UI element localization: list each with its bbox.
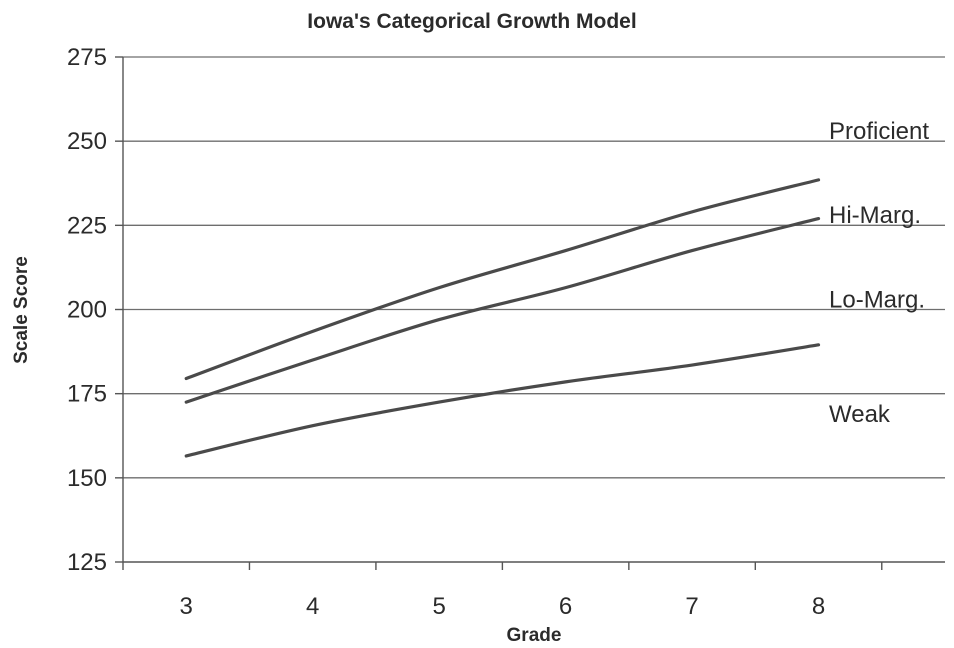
band-label: Proficient [829, 118, 929, 145]
band-label: Hi-Marg. [829, 202, 921, 229]
band-label: Weak [829, 401, 891, 428]
x-axis-title: Grade [507, 625, 562, 646]
x-tick-label: 6 [559, 593, 572, 620]
y-tick-label: 225 [67, 212, 107, 239]
y-tick-label: 275 [67, 44, 107, 71]
series-layer [184, 178, 821, 458]
band-label-layer: Proficient Hi-Marg. Lo-Marg. Weak [829, 118, 929, 428]
y-tick-label: 200 [67, 297, 107, 324]
chart-title: Iowa's Categorical Growth Model [307, 10, 636, 33]
y-axis-title: Scale Score [11, 256, 32, 364]
series-line-3 [184, 343, 821, 458]
x-tick-label: 4 [306, 593, 319, 620]
y-tick-label: 125 [67, 549, 107, 576]
y-tick-label: 175 [67, 381, 107, 408]
series-line-2 [184, 217, 821, 404]
series-line-1 [184, 178, 821, 381]
band-label: Lo-Marg. [829, 286, 925, 313]
y-tick-label: 250 [67, 128, 107, 155]
y-tick-label: 150 [67, 465, 107, 492]
grid-layer [123, 56, 945, 479]
x-tick-label: 3 [180, 593, 193, 620]
axis-layer: 125 150 175 200 225 250 275 3 4 5 6 7 8 [67, 44, 945, 620]
x-tick-label: 7 [685, 593, 698, 620]
x-tick-label: 8 [812, 593, 825, 620]
x-tick-label: 5 [432, 593, 445, 620]
